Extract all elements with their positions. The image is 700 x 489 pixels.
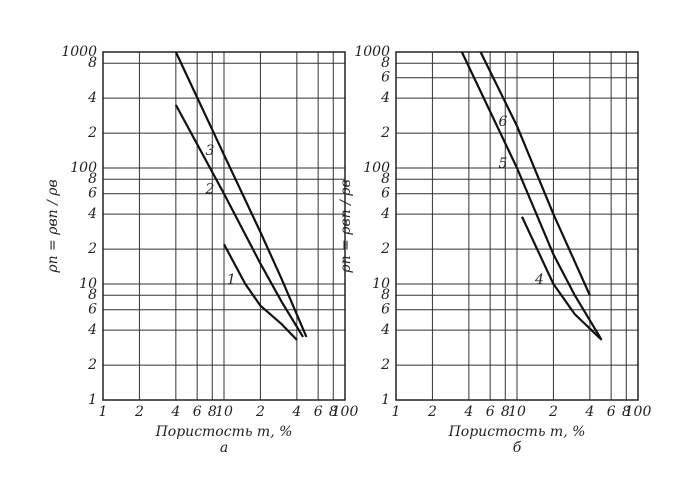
curve [174,51,308,338]
x-tick-label: 100 [332,404,359,420]
y-tick-label: 10 [79,276,97,292]
y-axis-label: ρп = ρвп / ρв [338,179,354,273]
x-tick-label: 6 [193,404,202,420]
x-axis-label: Пористость m, % [155,424,293,440]
y-tick-label: 4 [380,206,390,222]
y-tick-label: 2 [87,357,97,373]
x-tick-label: 6 [607,404,616,420]
y-tick-label: 8 [88,171,97,187]
x-tick-label: 2 [427,404,437,420]
x-tick-label: 2 [255,404,265,420]
x-tick-label: 4 [584,404,594,420]
x-tick-label: 10 [508,404,526,420]
y-tick-label: 1000 [61,44,97,60]
y-tick-label: 6 [88,302,97,318]
curve [460,51,603,341]
x-tick-label: 1 [99,404,108,420]
y-tick-label: 1 [381,392,390,408]
y-tick-label: 1 [88,392,97,408]
y-tick-label: 6 [381,302,390,318]
y-tick-label: 8 [381,55,390,71]
x-axis-label: Пористость m, % [448,424,586,440]
y-tick-label: 2 [87,125,97,141]
x-tick-label: 100 [625,404,652,420]
curve-label: 2 [205,182,215,198]
x-tick-label: 8 [501,404,510,420]
y-tick-label: 4 [87,206,97,222]
y-tick-label: 4 [87,322,97,338]
y-tick-label: 8 [381,171,390,187]
x-tick-label: 4 [170,404,180,420]
x-tick-label: 4 [463,404,473,420]
y-tick-label: 6 [88,186,97,202]
y-tick-label: 2 [87,241,97,257]
curve [521,216,603,341]
x-tick-label: 1 [392,404,401,420]
y-tick-label: 10 [372,276,390,292]
y-tick-label: 2 [380,241,390,257]
x-tick-label: 2 [548,404,558,420]
plot-frame [395,51,639,401]
y-tick-label: 2 [380,357,390,373]
y-tick-label: 4 [380,322,390,338]
y-tick-label: 2 [380,125,390,141]
caption: а [220,440,228,456]
x-tick-label: 8 [329,404,338,420]
y-tick-label: 6 [381,186,390,202]
x-tick-label: 10 [215,404,233,420]
y-tick-label: 100 [70,160,97,176]
x-tick-label: 4 [291,404,301,420]
curve-label: 1 [227,272,236,288]
y-tick-label: 8 [88,287,97,303]
x-tick-label: 8 [622,404,631,420]
caption: б [513,440,522,456]
curve-label: 3 [206,143,215,159]
curve [479,51,591,296]
y-tick-label: 100 [363,160,390,176]
curve [174,104,304,338]
y-axis-label: ρп = ρвп / ρв [45,179,61,273]
y-tick-label: 8 [381,287,390,303]
curve-label: 5 [499,156,508,172]
y-tick-label: 1000 [354,44,390,60]
plot-frame [102,51,346,401]
x-tick-label: 6 [486,404,495,420]
y-tick-label: 4 [380,90,390,106]
curve-label: 4 [534,272,544,288]
y-tick-label: 4 [87,90,97,106]
curve [223,243,298,341]
y-tick-label: 6 [381,70,390,86]
curve-label: 6 [499,114,508,130]
x-tick-label: 2 [134,404,144,420]
x-tick-label: 6 [314,404,323,420]
y-tick-label: 8 [88,55,97,71]
x-tick-label: 8 [208,404,217,420]
